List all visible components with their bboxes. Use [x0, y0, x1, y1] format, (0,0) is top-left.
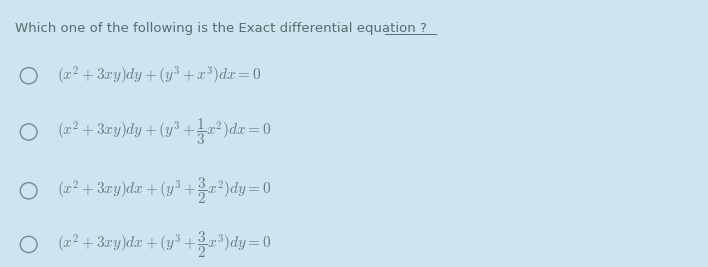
Text: $(x^2 + 3xy)dy + (y^3 + x^3)dx = 0$: $(x^2 + 3xy)dy + (y^3 + x^3)dx = 0$ — [57, 65, 261, 87]
Text: $(x^2 + 3xy)dx + (y^3 + \dfrac{3}{2}x^3)dy = 0$: $(x^2 + 3xy)dx + (y^3 + \dfrac{3}{2}x^3)… — [57, 229, 271, 260]
Text: Which one of the following is the Exact differential equation ?: Which one of the following is the Exact … — [15, 22, 426, 35]
Text: $(x^2 + 3xy)dx + (y^3 + \dfrac{3}{2}x^2)dy = 0$: $(x^2 + 3xy)dx + (y^3 + \dfrac{3}{2}x^2)… — [57, 175, 271, 206]
Text: ________: ________ — [384, 22, 437, 35]
Text: $(x^2 + 3xy)dy + (y^3 + \dfrac{1}{3}x^2)dx = 0$: $(x^2 + 3xy)dy + (y^3 + \dfrac{1}{3}x^2)… — [57, 117, 271, 147]
